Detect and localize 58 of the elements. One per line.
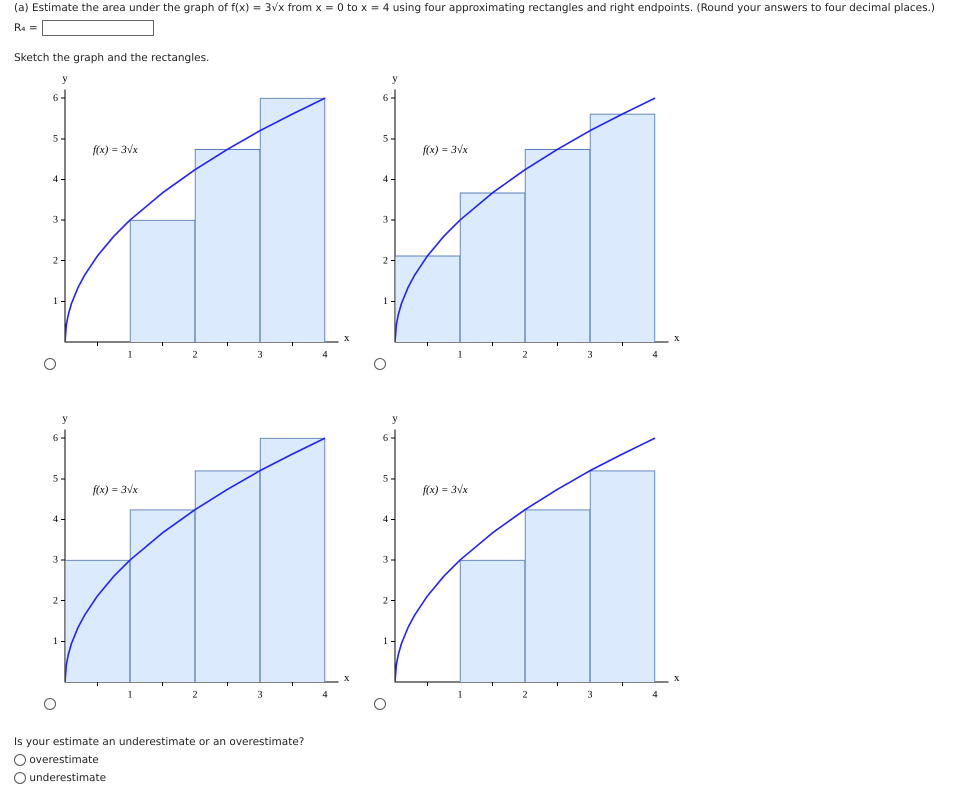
y-tick-label: 5 [383, 133, 388, 144]
x-tick-label: 2 [192, 350, 198, 361]
y-tick-label: 6 [383, 92, 388, 104]
text: underestimate [29, 772, 106, 784]
y-tick-label: 4 [383, 514, 388, 526]
annotation: f(x) = 3√x [93, 484, 138, 496]
y-tick-label: 1 [53, 636, 58, 647]
y-axis-title: y [392, 412, 398, 424]
y-tick-label: 1 [53, 296, 58, 307]
y-axis-title: y [62, 72, 68, 84]
x-tick-label: 1 [458, 690, 462, 701]
annotation: f(x) = 3√x [423, 144, 468, 156]
text: Is your estimate an underestimate or an overestimate? [14, 736, 304, 748]
x-axis-title: x [674, 672, 680, 684]
x-axis-title: x [344, 672, 350, 684]
annotation: f(x) = 3√x [93, 144, 138, 156]
x-axis-title: x [674, 332, 680, 344]
y-tick-label: 5 [53, 473, 58, 484]
x-tick-label: 3 [588, 690, 592, 701]
y-tick-label: 5 [383, 473, 388, 484]
text: overestimate [29, 754, 99, 766]
x-tick-label: 1 [128, 350, 132, 361]
y-tick-label: 4 [383, 174, 388, 186]
y-tick-label: 2 [383, 595, 388, 606]
x-tick-label: 2 [192, 690, 198, 701]
x-axis-title: x [344, 332, 350, 344]
x-tick-label: 1 [128, 690, 132, 701]
x-tick-label: 4 [322, 690, 328, 701]
y-tick-label: 2 [53, 255, 58, 266]
x-tick-label: 3 [588, 350, 592, 361]
y-axis-title: y [392, 72, 398, 84]
text: Sketch the graph and the rectangles. [14, 52, 210, 64]
x-tick-label: 2 [522, 690, 528, 701]
y-tick-label: 1 [383, 636, 388, 647]
y-tick-label: 2 [53, 595, 58, 606]
y-tick-label: 3 [383, 554, 388, 566]
y-tick-label: 6 [53, 432, 58, 444]
y-axis-title: y [62, 412, 68, 424]
text: R₄ = [14, 22, 38, 34]
x-tick-label: 3 [258, 350, 262, 361]
y-tick-label: 2 [383, 255, 388, 266]
y-tick-label: 4 [53, 514, 58, 526]
y-tick-label: 5 [53, 133, 58, 144]
y-tick-label: 6 [383, 432, 388, 444]
y-tick-label: 3 [53, 554, 58, 566]
y-tick-label: 3 [383, 214, 388, 226]
x-tick-label: 4 [652, 690, 658, 701]
x-tick-label: 3 [258, 690, 262, 701]
y-tick-label: 1 [383, 296, 388, 307]
x-tick-label: 2 [522, 350, 528, 361]
y-tick-label: 4 [53, 174, 58, 186]
annotation: f(x) = 3√x [423, 484, 468, 496]
x-tick-label: 4 [652, 350, 658, 361]
text: (a) Estimate the area under the graph of f(x) = 3√x from x = 0 to x = 4 using four approximating rectangles and right endpoints. (Round your answers to four decimal places.) [14, 2, 936, 14]
x-tick-label: 4 [322, 350, 328, 361]
y-tick-label: 3 [53, 214, 58, 226]
x-tick-label: 1 [458, 350, 462, 361]
y-tick-label: 6 [53, 92, 58, 104]
